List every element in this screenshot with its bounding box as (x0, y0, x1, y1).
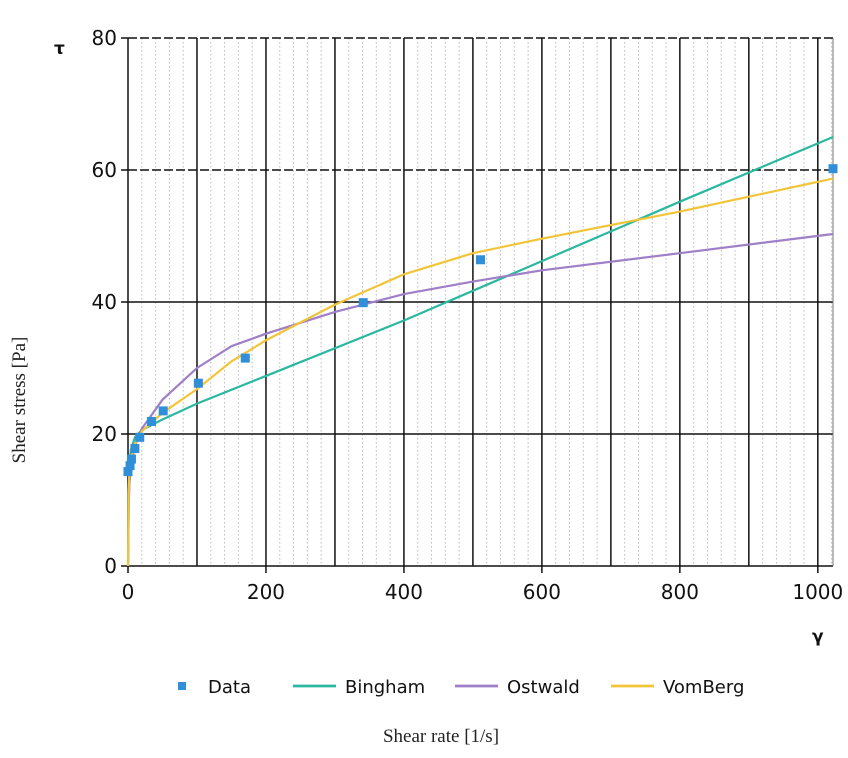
x-tick-label: 0 (122, 580, 135, 604)
data-point (126, 454, 136, 464)
x-tick-label: 200 (247, 580, 285, 604)
x-tick-label: 800 (661, 580, 699, 604)
y-tick-label: 60 (92, 158, 117, 182)
legend-label-ostwald: Ostwald (507, 677, 580, 698)
data-point (828, 164, 838, 174)
data-point (146, 416, 156, 426)
data-point (476, 255, 485, 265)
y-tick-label: 20 (92, 422, 117, 446)
data-point (130, 444, 140, 454)
data-point (158, 406, 168, 416)
plot-area (123, 135, 838, 566)
data-point (358, 298, 368, 308)
data-point (240, 353, 250, 363)
legend-label-bingham: Bingham (345, 677, 425, 698)
legend-label-data: Data (208, 677, 251, 698)
y-tick-label: 0 (104, 554, 117, 578)
y-tick-label: 40 (92, 290, 117, 314)
x-tick-label: 400 (385, 580, 423, 604)
data-point (135, 432, 145, 442)
data-point (125, 461, 135, 471)
legend-marker-data (178, 682, 186, 690)
x-tick-label: 1000 (792, 580, 843, 604)
legend-label-vomberg: VomBerg (663, 677, 744, 698)
grid (121, 37, 834, 573)
series-line-vomberg (126, 177, 834, 566)
data-point (193, 378, 203, 388)
data-point (123, 467, 133, 477)
y-axis-symbol: τ (54, 39, 65, 59)
y-axis-label: Shear stress [Pa] (9, 337, 30, 464)
legend: Data Bingham Ostwald VomBerg (178, 677, 744, 698)
tick-labels: 0 200 400 600 800 1000 0 20 40 60 80 (92, 26, 844, 604)
x-tick-label: 600 (523, 580, 561, 604)
y-tick-label: 80 (92, 26, 117, 50)
x-axis-symbol: γ (812, 627, 824, 647)
x-axis-label: Shear rate [1/s] (383, 726, 499, 747)
